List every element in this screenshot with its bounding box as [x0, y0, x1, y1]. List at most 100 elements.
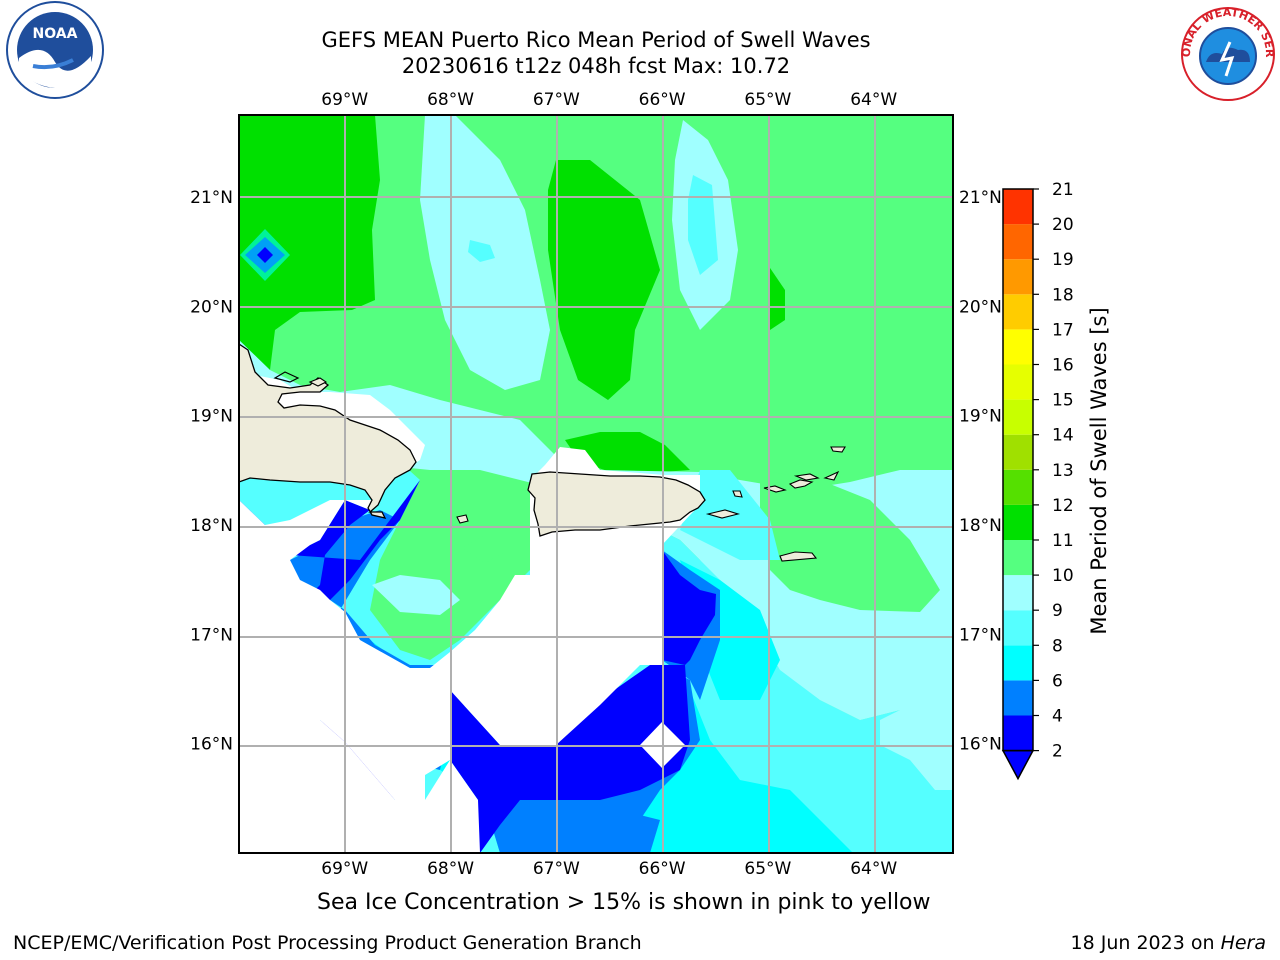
chart-title: GEFS MEAN Puerto Rico Mean Period of Swe… — [321, 28, 871, 52]
lat-labels-right: 21°N 20°N 19°N 18°N 17°N 16°N — [959, 188, 1002, 755]
land-puerto-rico — [527, 471, 706, 537]
colorbar-tick-label: 18 — [1052, 285, 1074, 305]
lon-tick-label-bottom: 67°W — [533, 859, 580, 879]
colorbar-segment — [1003, 189, 1033, 225]
colorbar-tick-label: 10 — [1052, 566, 1074, 586]
lat-tick-label-right: 19°N — [959, 407, 1002, 427]
land-saona — [308, 377, 328, 387]
land-culebra — [732, 490, 743, 498]
lon-labels-top: 69°W 68°W 67°W 66°W 65°W 64°W — [321, 90, 897, 110]
colorbar-segment — [1003, 434, 1033, 470]
footer-left: NCEP/EMC/Verification Post Processing Pr… — [13, 932, 642, 954]
lat-tick-label-left: 16°N — [190, 735, 233, 755]
no-data-region-west-lower — [239, 525, 480, 853]
colorbar-tick-label: 17 — [1052, 320, 1074, 340]
swell-10-11-area-central — [548, 160, 660, 400]
colorbar-segment — [1003, 540, 1033, 576]
colorbar-tick-label: 14 — [1052, 426, 1074, 446]
colorbar-segment — [1003, 399, 1033, 435]
lon-tick-label-top: 64°W — [850, 90, 897, 110]
lat-labels-left: 21°N 20°N 19°N 18°N 17°N 16°N — [190, 188, 233, 755]
swell-9-10-area-patch-sw — [462, 535, 505, 563]
lon-tick-label-bottom: 65°W — [744, 859, 791, 879]
lon-tick-label-top: 68°W — [427, 90, 474, 110]
lon-tick-label-top: 66°W — [639, 90, 686, 110]
swell-8-9-area-patch-w — [372, 575, 460, 615]
lat-tick-label-right: 17°N — [959, 625, 1002, 645]
lat-tick-label-left: 19°N — [190, 407, 233, 427]
lon-tick-label-top: 65°W — [744, 90, 791, 110]
swell-8-9-area-east-band — [760, 470, 940, 612]
map-frame — [238, 114, 954, 854]
graticule — [239, 115, 953, 853]
lat-tick-label-left: 17°N — [190, 625, 233, 645]
colorbar-segment — [1003, 364, 1033, 400]
colorbar-tick-label: 8 — [1052, 636, 1063, 656]
swell-below-2-area-spot-core — [257, 247, 273, 263]
colorbar-segment — [1003, 294, 1033, 330]
colorbar-tick-label: 11 — [1052, 531, 1074, 551]
lat-tick-label-left: 20°N — [190, 297, 233, 317]
colorbar-tick-label: 12 — [1052, 496, 1074, 516]
land-vieques — [705, 509, 741, 519]
colorbar-segment — [1003, 224, 1033, 260]
land-virgin-islands-3 — [793, 473, 820, 481]
lat-tick-label-right: 21°N — [959, 188, 1002, 208]
colorbar-label: Mean Period of Swell Waves [s] — [1087, 307, 1111, 634]
colorbar-tick-label: 4 — [1052, 707, 1063, 727]
colorbar-tick-label: 15 — [1052, 391, 1074, 411]
colorbar-segment — [1003, 259, 1033, 295]
swell-10-11-area-east — [768, 265, 785, 330]
lon-tick-label-bottom: 68°W — [427, 859, 474, 879]
colorbar-tick-label: 2 — [1052, 742, 1063, 762]
colorbar-ticks: 2 4 6 8 9 10 11 12 13 14 15 16 17 18 19 20 21 — [1033, 180, 1074, 762]
swell-10-11-area-pr-north — [565, 432, 690, 475]
lat-tick-label-left: 21°N — [190, 188, 233, 208]
swell-below-2-area-center — [450, 665, 690, 853]
colorbar-tick-label: 21 — [1052, 180, 1074, 200]
swell-6-8-area-north — [468, 240, 495, 262]
chart-subtitle: 20230616 t12z 048h fcst Max: 10.72 — [401, 54, 791, 78]
footer-right: 18 Jun 2023 on Hera — [1071, 932, 1266, 954]
lon-tick-label-bottom: 64°W — [850, 859, 897, 879]
lon-tick-label-top: 67°W — [533, 90, 580, 110]
swell-8-9-area-south-patch — [740, 600, 953, 720]
land-anegada — [830, 446, 846, 453]
lat-tick-label-right: 16°N — [959, 735, 1002, 755]
colorbar-segment — [1003, 715, 1033, 751]
colorbar — [1001, 188, 1035, 781]
sea-ice-note: Sea Ice Concentration > 15% is shown in … — [317, 890, 931, 915]
land-sombrero — [823, 470, 840, 481]
lon-tick-label-bottom: 69°W — [321, 859, 368, 879]
colorbar-segment — [1003, 469, 1033, 505]
land-virgin-islands-2 — [788, 479, 814, 489]
lat-tick-label-right: 18°N — [959, 516, 1002, 536]
colorbar-tick-label: 16 — [1052, 356, 1074, 376]
colorbar-segment — [1003, 575, 1033, 611]
colorbar-segment — [1003, 645, 1033, 681]
lon-tick-label-top: 69°W — [321, 90, 368, 110]
land-mona-island — [456, 514, 469, 524]
footer-machine: Hera — [1220, 932, 1266, 954]
noaa-logo-text: NOAA — [33, 26, 78, 42]
swell-2-4-area-bottom — [560, 810, 660, 853]
lon-labels-bottom: 69°W 68°W 67°W 66°W 65°W 64°W — [321, 859, 897, 879]
colorbar-segment — [1003, 680, 1033, 716]
colorbar-tick-label: 19 — [1052, 250, 1074, 270]
colorbar-segment — [1003, 504, 1033, 540]
lat-tick-label-left: 18°N — [190, 516, 233, 536]
land-st-croix — [779, 551, 818, 562]
lon-tick-label-bottom: 66°W — [639, 859, 686, 879]
footer-date: 18 Jun 2023 on — [1070, 932, 1221, 954]
no-data-region-west — [239, 372, 530, 800]
land-hispaniola-coast — [273, 371, 300, 383]
colorbar-tick-label: 13 — [1052, 461, 1074, 481]
colorbar-tick-label: 6 — [1052, 671, 1063, 691]
nws-logo: NATIONAL WEATHER SERVICE — [1176, 0, 1276, 101]
colorbar-segment — [1003, 329, 1033, 365]
colorbar-segment — [1003, 610, 1033, 646]
noaa-logo: NOAA — [6, 1, 104, 99]
swell-6-8-area-northeast — [688, 175, 718, 275]
colorbar-extend-arrow — [1001, 749, 1035, 781]
